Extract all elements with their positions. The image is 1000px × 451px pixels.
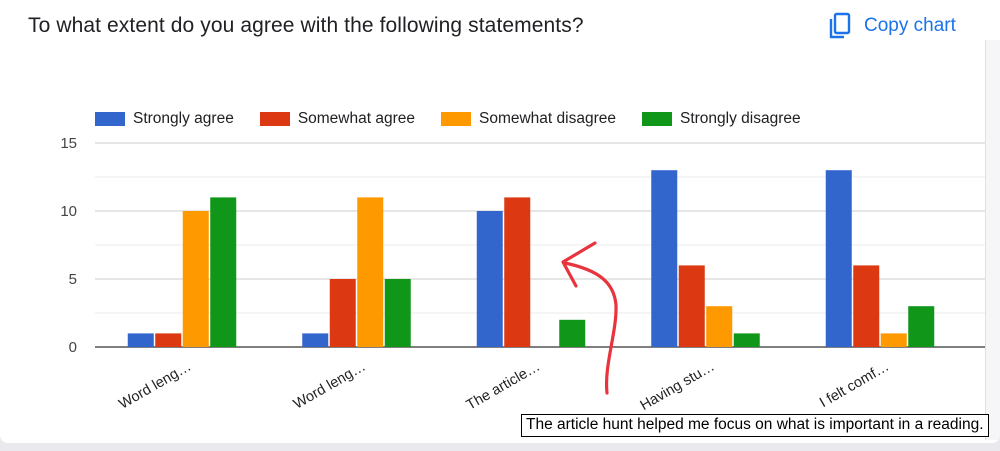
copy-icon xyxy=(829,12,851,39)
copy-chart-label: Copy chart xyxy=(864,15,956,36)
bar xyxy=(733,333,760,347)
chart-legend: Strongly agree Somewhat agree Somewhat d… xyxy=(95,110,801,128)
bar xyxy=(651,170,678,347)
bar xyxy=(853,265,880,347)
annotation-arrow-shaft xyxy=(563,261,618,395)
legend-strongly-disagree[interactable]: Strongly disagree xyxy=(642,110,801,128)
bar xyxy=(155,333,182,347)
annotation-arrow-head xyxy=(561,241,597,288)
copy-chart-button[interactable]: Copy chart xyxy=(822,8,962,44)
x-tick-label: I felt comf… xyxy=(817,359,892,412)
y-tick-label: 0 xyxy=(69,339,77,356)
bar xyxy=(357,197,384,347)
x-tick-label: Having stu… xyxy=(638,359,718,414)
bar xyxy=(210,197,237,347)
category-tooltip: The article hunt helped me focus on what… xyxy=(521,414,989,437)
bar xyxy=(908,306,935,347)
x-tick-label: Word leng… xyxy=(291,359,369,413)
scroll-edge xyxy=(985,40,1000,440)
legend-somewhat-disagree[interactable]: Somewhat disagree xyxy=(441,110,616,128)
bar xyxy=(504,197,531,347)
question-title: To what extent do you agree with the fol… xyxy=(28,14,584,37)
y-tick-label: 15 xyxy=(60,135,77,152)
bar xyxy=(880,333,907,347)
x-tick-label: Word leng… xyxy=(116,359,194,413)
y-tick-label: 5 xyxy=(69,271,77,288)
y-tick-label: 10 xyxy=(60,203,77,220)
legend-swatch xyxy=(259,112,290,126)
legend-swatch xyxy=(642,112,672,126)
legend-label: Somewhat disagree xyxy=(479,110,616,127)
bar xyxy=(329,279,356,347)
legend-label: Strongly agree xyxy=(133,110,234,127)
legend-strongly-agree[interactable]: Strongly agree xyxy=(95,110,234,128)
x-tick-label: The article… xyxy=(464,359,543,414)
legend-swatch xyxy=(95,112,125,126)
legend-label: Strongly disagree xyxy=(680,110,801,127)
legend-somewhat-agree[interactable]: Somewhat agree xyxy=(259,110,415,128)
bar xyxy=(559,319,586,347)
bar xyxy=(476,211,503,347)
bar xyxy=(678,265,705,347)
bar xyxy=(825,170,852,347)
bar xyxy=(384,279,411,347)
legend-swatch xyxy=(441,112,471,126)
bar xyxy=(706,306,733,347)
bar xyxy=(127,333,154,347)
bar xyxy=(302,333,329,347)
bar xyxy=(182,211,209,347)
legend-label: Somewhat agree xyxy=(297,110,415,127)
